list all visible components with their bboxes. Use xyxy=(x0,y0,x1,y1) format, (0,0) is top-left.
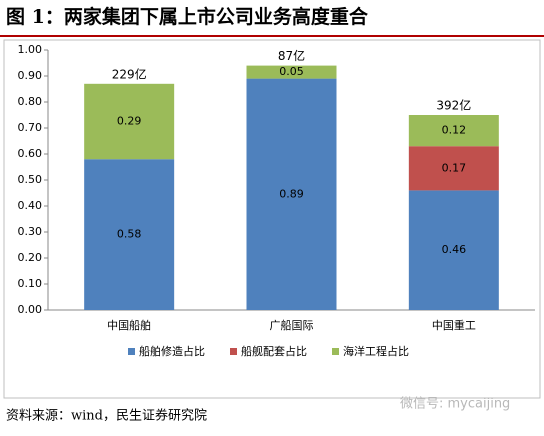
chart-frame xyxy=(3,39,541,399)
total-label: 392亿 xyxy=(436,98,471,113)
value-label: 0.89 xyxy=(279,187,304,200)
y-tick-label: 1.00 xyxy=(18,43,43,56)
legend-swatch xyxy=(332,348,339,355)
bar-segment xyxy=(246,65,337,79)
source: 资料来源：wind，民生证券研究院 xyxy=(6,408,207,424)
total-label: 229亿 xyxy=(112,66,147,81)
y-tick-label: 0.60 xyxy=(18,147,43,160)
bar-segment xyxy=(408,190,499,310)
y-tick-label: 0.00 xyxy=(18,303,43,316)
x-tick-label: 中国重工 xyxy=(432,318,476,332)
bar-segment xyxy=(84,83,175,160)
legend-label: 船舰配套占比 xyxy=(241,344,307,358)
y-tick-label: 0.20 xyxy=(18,251,43,264)
chart-title: 图 1：两家集团下属上市公司业务高度重合 xyxy=(6,5,369,28)
y-tick-label: 0.40 xyxy=(18,199,43,212)
y-tick-label: 0.10 xyxy=(18,277,43,290)
bar-segment xyxy=(246,78,337,310)
legend-swatch xyxy=(128,348,135,355)
legend-swatch xyxy=(230,348,237,355)
bar-segment xyxy=(408,115,499,147)
value-label: 0.46 xyxy=(442,243,467,256)
bar-segment xyxy=(408,146,499,191)
y-tick-label: 0.70 xyxy=(18,121,43,134)
value-label: 0.17 xyxy=(442,161,467,174)
value-label: 0.58 xyxy=(117,228,142,241)
value-label: 0.29 xyxy=(117,115,142,128)
y-tick-label: 0.50 xyxy=(18,173,43,186)
bar-segment xyxy=(84,159,175,310)
value-label: 0.12 xyxy=(442,124,467,137)
total-label: 87亿 xyxy=(278,48,305,63)
legend-label: 海洋工程占比 xyxy=(343,344,409,358)
y-tick-label: 0.30 xyxy=(18,225,43,238)
y-tick-label: 0.80 xyxy=(18,95,43,108)
legend-label: 船舶修造占比 xyxy=(139,344,205,358)
y-tick-label: 0.90 xyxy=(18,69,43,82)
value-label: 0.05 xyxy=(279,65,304,78)
watermark: 微信号: mycaijing xyxy=(400,397,510,412)
x-tick-label: 中国船舶 xyxy=(107,318,151,332)
x-tick-label: 广船国际 xyxy=(270,318,314,332)
